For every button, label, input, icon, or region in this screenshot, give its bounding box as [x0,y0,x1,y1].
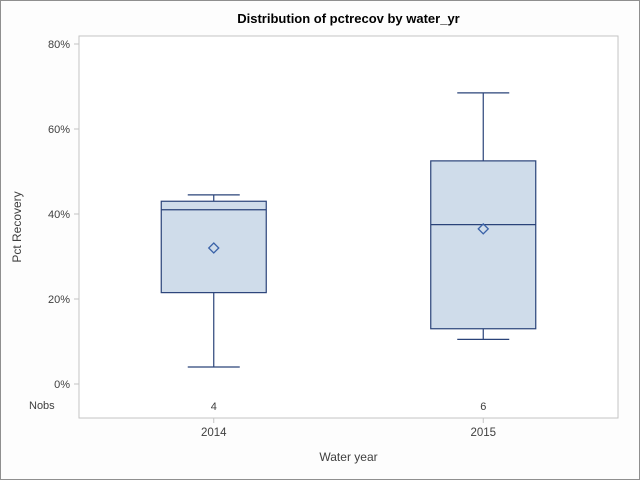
iqr-box [430,160,537,330]
box-group-2015 [430,92,537,340]
nobs-value: 6 [480,401,486,413]
nobs-row-label: Nobs [29,400,55,412]
mean-diamond-marker [207,242,220,254]
y-tick-label: 60% [48,124,70,136]
x-tick-label: 2015 [470,427,496,439]
x-axis-label: Water year [319,450,378,464]
plot-wall [78,35,619,419]
iqr-box [160,200,267,294]
mean-diamond-marker [477,222,490,235]
y-tick-label: 0% [54,379,70,391]
nobs-value: 4 [211,401,217,413]
y-tick-label: 40% [48,209,70,221]
y-tick-label: 80% [48,39,70,51]
y-tick-label: 20% [48,294,70,306]
chart-title: Distribution of pctrecov by water_yr [237,11,460,26]
box-group-2014 [160,194,267,368]
x-tick-label: 2014 [201,427,227,439]
